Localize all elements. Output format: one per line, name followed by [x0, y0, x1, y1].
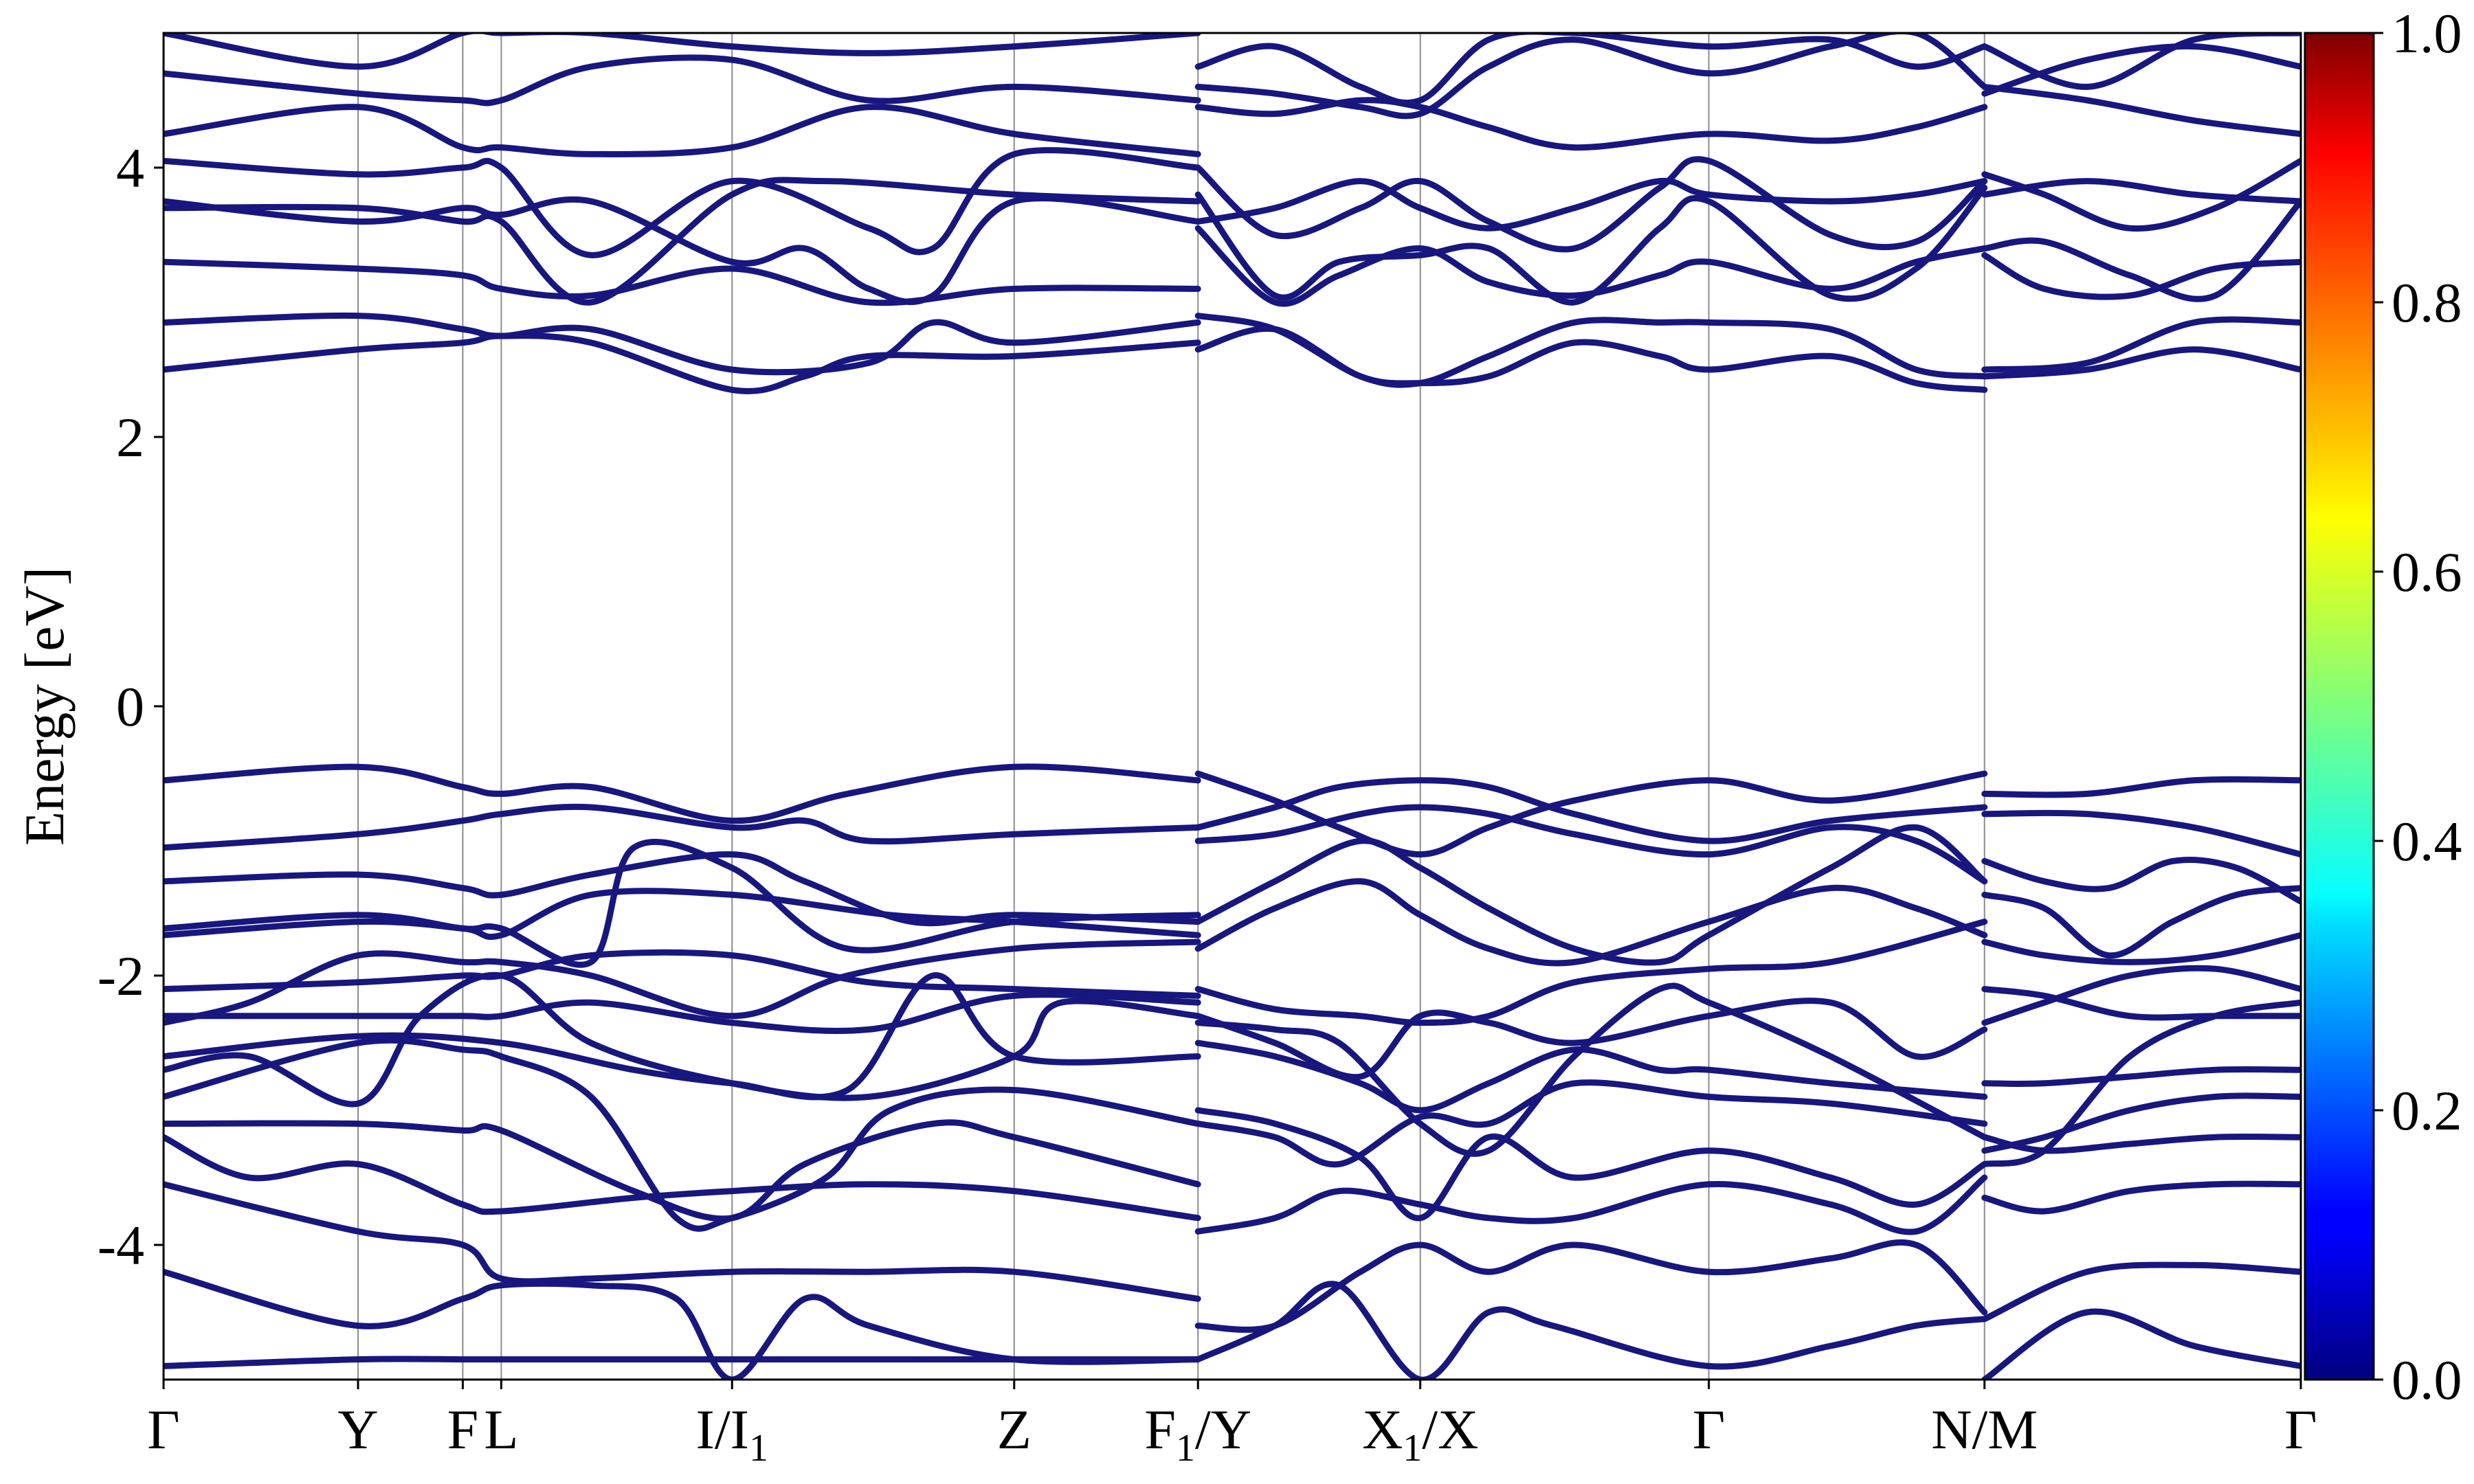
kpoint-label: Y — [337, 1398, 378, 1461]
band-lines — [164, 33, 2301, 1380]
band-line-29 — [1194, 1107, 1988, 1222]
band-line-53 — [1981, 1092, 2301, 1154]
kpoint-label: F1/Y — [1144, 1398, 1251, 1470]
band-line-30 — [1194, 1079, 1988, 1168]
y-tick-label: 4 — [116, 137, 144, 199]
band-line-63 — [1981, 346, 2301, 380]
band-line-52 — [1981, 999, 2301, 1167]
band-line-15 — [164, 803, 1201, 851]
kpoint-label: Γ — [1693, 1398, 1725, 1461]
band-line-44 — [1194, 177, 1988, 232]
band-line-35 — [1194, 878, 1988, 967]
band-line-50 — [1981, 1261, 2301, 1323]
band-line-16 — [164, 763, 1201, 824]
band-line-6 — [164, 1037, 1201, 1232]
kpoint-label: Γ — [147, 1398, 179, 1461]
band-line-8 — [164, 972, 1201, 1101]
band-line-9 — [164, 991, 1201, 1035]
band-line-33 — [1194, 998, 1988, 1081]
band-line-41 — [1194, 313, 1988, 388]
band-line-20 — [164, 195, 1201, 305]
band-line-25 — [164, 33, 1201, 70]
band-line-3 — [164, 1181, 1201, 1302]
band-line-40 — [1194, 325, 1988, 393]
kpoint-label: Γ — [2284, 1398, 2317, 1461]
band-line-43 — [1194, 184, 1988, 306]
y-tick-label: 0 — [116, 675, 144, 738]
band-line-27 — [1194, 1239, 1988, 1333]
band-line-57 — [1981, 965, 2301, 1026]
band-line-17 — [164, 333, 1201, 394]
colorbar: 1.0 0.8 0.6 0.4 0.2 0.0 — [2304, 2, 2462, 1411]
colorbar-gradient — [2304, 32, 2375, 1381]
kpoint-label: L — [484, 1398, 518, 1461]
band-line-26 — [1194, 1281, 1988, 1380]
band-line-51 — [1981, 1180, 2301, 1215]
colorbar-tick-label: 0.6 — [2392, 541, 2462, 603]
band-line-2 — [164, 1268, 1201, 1380]
band-line-18 — [164, 312, 1201, 376]
band-line-46 — [1194, 97, 1988, 151]
band-line-24 — [164, 54, 1201, 106]
band-line-23 — [164, 104, 1201, 157]
band-line-56 — [1981, 986, 2301, 1021]
band-line-11 — [164, 938, 1201, 1026]
band-line-32 — [1194, 982, 1988, 1157]
y-tick-label: 2 — [116, 406, 144, 469]
band-line-12 — [164, 888, 1201, 941]
colorbar-tick-label: 0.0 — [2392, 1349, 2462, 1411]
kpoint-label: Z — [997, 1398, 1032, 1461]
colorbar-ticks: 1.0 0.8 0.6 0.4 0.2 0.0 — [2374, 2, 2462, 1411]
kpoint-label: F — [447, 1398, 479, 1461]
band-line-7 — [164, 971, 1201, 1108]
band-line-61 — [1981, 809, 2301, 858]
colorbar-tick-label: 1.0 — [2392, 2, 2462, 65]
y-axis-ticks: 4 2 0 -2 -4 — [98, 137, 164, 1277]
kpoint-label: I/I1 — [696, 1398, 768, 1470]
band-line-58 — [1981, 932, 2301, 965]
y-tick-label: -2 — [98, 945, 144, 1007]
band-line-66 — [1981, 198, 2301, 302]
band-line-39 — [1194, 777, 1988, 844]
band-line-5 — [164, 1119, 1201, 1222]
x-axis-ticks: Γ Y F L I/I1 Z F1/Y X1/X Γ N/M Γ — [147, 1380, 2317, 1470]
colorbar-tick-label: 0.8 — [2392, 271, 2462, 334]
band-line-22 — [164, 147, 1201, 258]
band-line-59 — [1981, 885, 2301, 959]
band-line-62 — [1981, 776, 2301, 798]
band-line-19 — [164, 258, 1201, 306]
band-line-47 — [1194, 33, 1988, 120]
band-line-4 — [164, 1134, 1201, 1222]
band-line-49 — [1981, 1308, 2301, 1380]
band-line-14 — [164, 851, 1201, 927]
band-line-68 — [1981, 157, 2301, 232]
band-line-42 — [1194, 225, 1988, 307]
y-axis-label: Energy [eV] — [13, 567, 76, 846]
band-line-64 — [1981, 316, 2301, 373]
band-line-45 — [1194, 156, 1988, 253]
y-tick-label: -4 — [98, 1214, 144, 1277]
band-line-60 — [1981, 857, 2301, 905]
band-line-54 — [1981, 1066, 2301, 1088]
band-line-36 — [1194, 824, 1988, 966]
band-line-71 — [1981, 43, 2301, 97]
band-line-65 — [1981, 251, 2301, 300]
band-line-21 — [164, 177, 1201, 306]
kpoint-label: N/M — [1931, 1398, 2038, 1461]
kpoint-label: X1/X — [1362, 1398, 1478, 1470]
band-line-38 — [1194, 770, 1988, 858]
band-line-69 — [1981, 83, 2301, 137]
band-line-34 — [1194, 919, 1988, 1026]
colorbar-tick-label: 0.4 — [2392, 810, 2462, 873]
band-line-28 — [1194, 1174, 1988, 1235]
band-line-48 — [1194, 33, 1988, 106]
band-line-10 — [164, 949, 1201, 999]
colorbar-tick-label: 0.2 — [2392, 1079, 2462, 1142]
band-line-55 — [1981, 1133, 2301, 1154]
